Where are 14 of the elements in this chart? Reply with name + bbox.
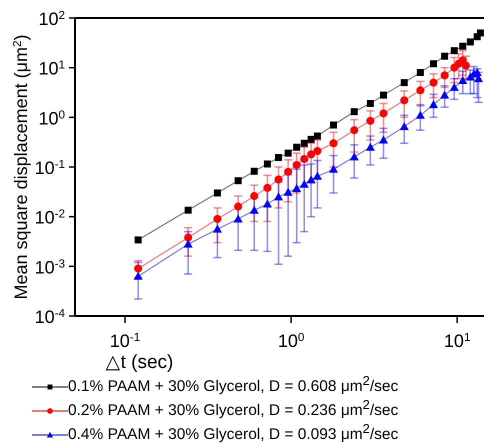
y-tick-label: 10$^{-2}$ bbox=[34, 207, 65, 228]
y-tick-label: 10$^{-3}$ bbox=[34, 256, 65, 278]
y-tick-label: 10$^{-1}$ bbox=[34, 158, 65, 178]
x-tick-label: 10$^{1}$ bbox=[444, 330, 470, 351]
y-tick-label: 10$^{-4}$ bbox=[34, 306, 66, 327]
y-tick-label: 10$^{2}$ bbox=[38, 8, 65, 29]
legend-label: 0.1% PAAM + 30% Glycerol, D = 0.608 μm$^{2}$/sec bbox=[68, 373, 398, 396]
x-tick-label: 10$^{-1}$ bbox=[110, 330, 140, 351]
y-tick-label: 10$^{1}$ bbox=[38, 58, 65, 79]
x-axis-title: △t (sec) bbox=[106, 352, 174, 373]
legend-label: 0.4% PAAM + 30% Glycerol, D = 0.093 μm$^{2}$/sec bbox=[68, 421, 398, 444]
legend-label: 0.2% PAAM + 30% Glycerol, D = 0.236 μm$^{2}$/sec bbox=[68, 397, 398, 420]
y-tick-label: 10$^{0}$ bbox=[38, 108, 66, 128]
x-tick-label: 10$^{0}$ bbox=[278, 330, 305, 351]
